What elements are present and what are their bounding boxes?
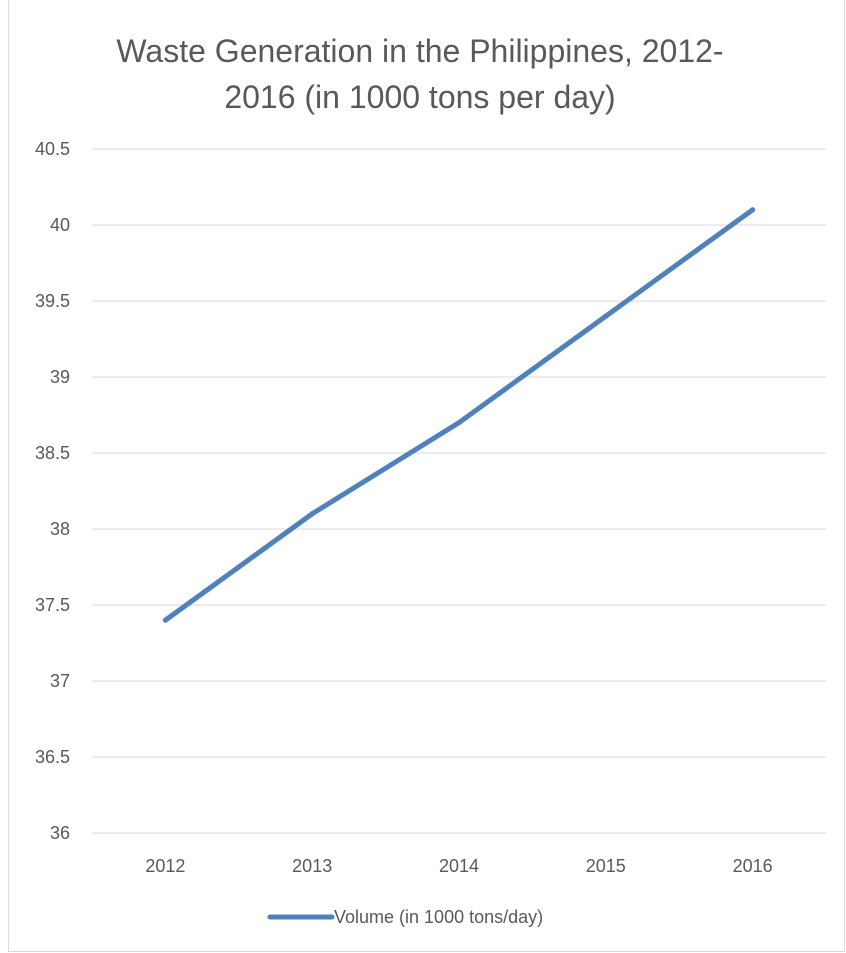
y-tick-label: 36 [50,823,70,843]
data-point [456,420,462,426]
y-tick-label: 39 [50,367,70,387]
data-point [603,313,609,319]
chart-frame [8,0,845,952]
x-tick-label: 2012 [145,856,185,876]
legend-label: Volume (in 1000 tons/day) [334,907,543,927]
x-tick-label: 2015 [586,856,626,876]
data-point [162,617,168,623]
y-tick-label: 37.5 [35,595,70,615]
y-tick-label: 40 [50,215,70,235]
y-tick-label: 36.5 [35,747,70,767]
y-tick-label: 37 [50,671,70,691]
data-point [309,511,315,517]
data-point [750,207,756,213]
y-tick-label: 38 [50,519,70,539]
x-tick-label: 2013 [292,856,332,876]
x-tick-label: 2016 [733,856,773,876]
y-tick-label: 40.5 [35,139,70,159]
y-tick-label: 39.5 [35,291,70,311]
chart-title-line-2: 2016 (in 1000 tons per day) [224,79,616,115]
chart-title-line-1: Waste Generation in the Philippines, 201… [116,33,724,69]
series-line [162,207,756,623]
chart-title: Waste Generation in the Philippines, 201… [20,28,820,120]
x-tick-label: 2014 [439,856,479,876]
y-tick-label: 38.5 [35,443,70,463]
